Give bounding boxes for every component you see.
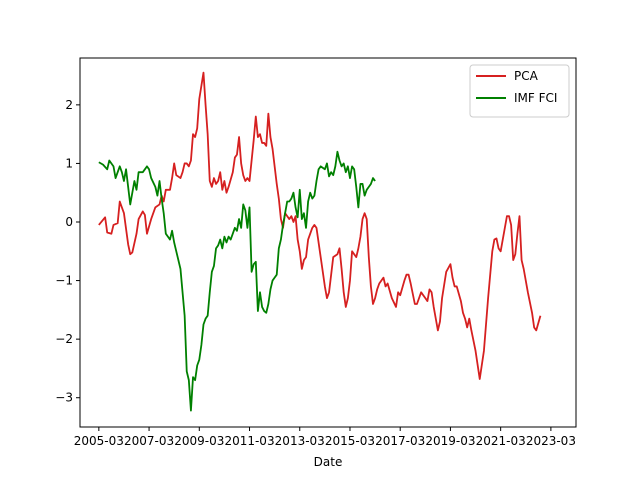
x-tick-label: 2005-03 [74,434,124,448]
legend-box [469,64,570,118]
series-line-pca [98,71,542,380]
y-tick-label: 0 [65,215,73,229]
series-layer [98,71,542,412]
x-tick-label: 2011-03 [224,434,274,448]
x-tick-label: 2023-03 [526,434,576,448]
x-axis-ticks: 2005-03 2007-03 2009-03 2011-03 2013-03 2015-… [74,427,576,448]
series-line-imf-fci [98,150,376,412]
x-axis-label: Date [314,455,343,469]
x-tick-label: 2013-03 [275,434,325,448]
x-tick-label: 2007-03 [124,434,174,448]
x-tick-label: 2019-03 [425,434,475,448]
y-tick-label: 1 [65,156,73,170]
y-tick-label: 2 [65,98,73,112]
x-tick-label: 2021-03 [476,434,526,448]
legend-label: PCA [514,69,539,83]
x-tick-label: 2017-03 [375,434,425,448]
y-axis-ticks: −3 −2 −1 0 1 2 [55,98,80,405]
plot-frame [79,57,577,428]
legend-label: IMF FCI [514,91,557,105]
y-tick-label: −3 [55,391,73,405]
y-tick-label: −1 [55,274,73,288]
x-tick-label: 2015-03 [325,434,375,448]
y-tick-label: −2 [55,332,73,346]
legend: PCA IMF FCI [469,64,570,118]
x-tick-label: 2009-03 [174,434,224,448]
